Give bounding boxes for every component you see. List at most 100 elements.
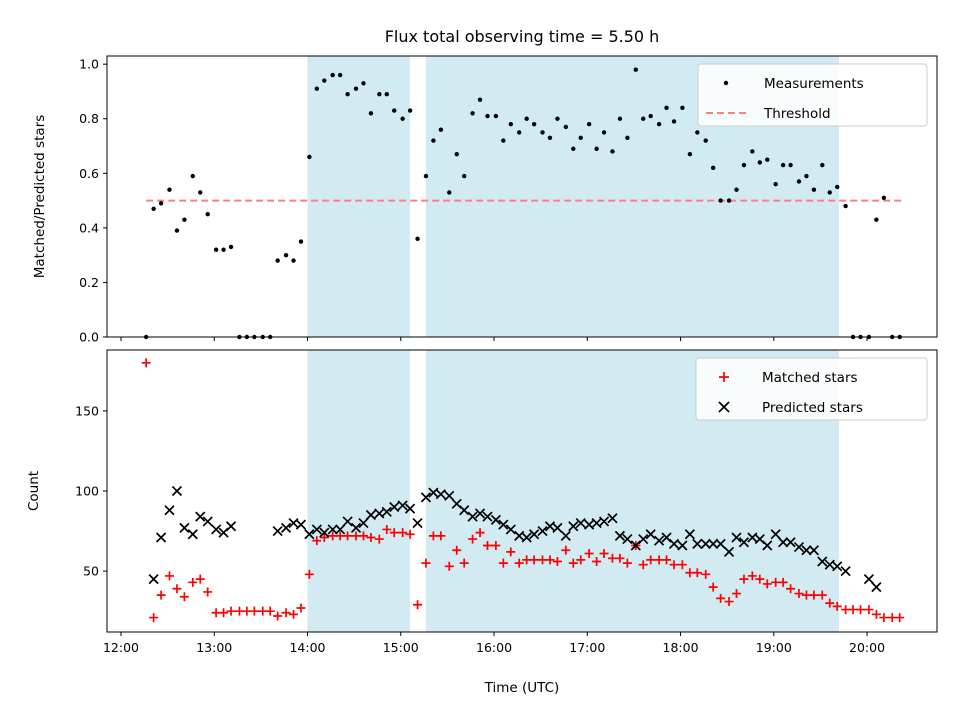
bottom-series-0-point-3 [164, 571, 174, 581]
top-y-tick-label-0: 0.0 [79, 330, 99, 345]
bottom-series-0-point-2 [156, 590, 166, 600]
top-series-0-point-56 [578, 135, 583, 141]
bottom-series-0-point-7 [195, 574, 205, 584]
top-series-0 [143, 67, 902, 340]
top-series-0-point-78 [750, 149, 755, 154]
bottom-series-0-point-68 [669, 560, 679, 570]
bottom-series-1-point-39 [490, 514, 501, 525]
top-series-0-point-17 [275, 258, 280, 263]
top-series-0-point-33 [400, 116, 405, 121]
bottom-series-0-point-74 [716, 593, 726, 603]
bottom-series-1-point-59 [645, 529, 656, 540]
bottom-series-1-point-38 [482, 511, 493, 522]
bottom-series-0-point-67 [662, 555, 672, 565]
bottom-legend: Matched stars Predicted stars [695, 357, 928, 421]
bottom-series-0-point-19 [289, 609, 299, 619]
bottom-series-0-point-80 [762, 579, 772, 589]
top-series-0-point-10 [221, 247, 226, 252]
bottom-series-0-point-29 [366, 532, 376, 542]
bottom-observing-interval-0 [307, 350, 411, 632]
bottom-series-0-point-57 [584, 548, 594, 558]
top-series-0-point-88 [827, 190, 832, 195]
bottom-series-1-point-16 [311, 524, 322, 535]
bottom-series-1-point-75 [770, 529, 781, 540]
top-series-0-point-52 [547, 135, 553, 141]
bottom-series-0-point-58 [592, 557, 602, 566]
bottom-series-1-point-7 [202, 516, 213, 527]
top-series-0-point-4 [174, 228, 180, 233]
top-series-0-point-49 [524, 116, 529, 121]
bottom-series-0-point-94 [871, 609, 881, 619]
bottom-series-1-point-63 [677, 540, 688, 551]
bottom-series-1-point-44 [529, 529, 540, 540]
top-series-0-point-50 [531, 122, 537, 127]
bottom-series-1-point-48 [560, 530, 571, 541]
top-series-0-point-62 [625, 135, 630, 141]
top-series-0-point-27 [353, 86, 359, 91]
x-tick-label-3: 15:00 [383, 640, 419, 655]
bottom-series-0-point-26 [343, 531, 353, 541]
bottom-series-1-point-29 [412, 517, 423, 529]
bottom-series-0-point-50 [529, 555, 539, 565]
x-tick-label-4: 16:00 [476, 640, 512, 655]
bottom-y-tick-label-1: 100 [75, 484, 99, 499]
bottom-series-1-point-77 [785, 537, 796, 548]
top-series-0-point-30 [377, 91, 382, 97]
bottom-series-1-point-0 [148, 574, 159, 585]
bottom-series-0-point-28 [358, 531, 368, 541]
bottom-series-1-point-33 [444, 490, 455, 501]
top-series-0-point-36 [423, 173, 429, 179]
x-tick-label-2: 14:00 [289, 640, 325, 655]
top-legend: Measurements Threshold [697, 63, 928, 127]
bottom-series-1-point-65 [692, 538, 703, 549]
top-series-0-point-2 [158, 201, 164, 206]
top-series-0-point-53 [555, 116, 560, 121]
top-series-0-point-20 [298, 239, 304, 244]
top-series-0-point-74 [718, 198, 723, 203]
top-series-0-point-7 [198, 190, 203, 195]
bottom-legend-box [695, 357, 928, 421]
bottom-series-0-point-78 [747, 571, 757, 581]
top-y-tick-label-4: 0.8 [79, 111, 99, 126]
bottom-series-0-point-53 [552, 557, 562, 566]
bottom-series-1-point-31 [428, 487, 439, 498]
x-tick-label-1: 13:00 [196, 640, 232, 655]
top-series-0-point-63 [633, 67, 638, 72]
top-series-0-point-34 [407, 108, 413, 113]
top-series-0-point-77 [741, 162, 747, 168]
top-series-0-point-67 [664, 105, 669, 111]
bottom-series-0-point-1 [149, 613, 159, 623]
top-series-0-point-31 [384, 91, 389, 97]
top-series-0-point-94 [874, 217, 879, 222]
bottom-y-axis-title: Count [26, 471, 42, 511]
legend-matched-swatch [719, 372, 729, 382]
top-series-0-point-51 [540, 130, 545, 135]
legend-measurements-swatch [723, 80, 729, 86]
bottom-series-0-point-95 [879, 613, 889, 623]
x-axis-title: Time (UTC) [484, 680, 560, 696]
bottom-series-1-point-69 [723, 546, 735, 557]
bottom-series-1-point-46 [544, 521, 556, 532]
bottom-series-1-point-10 [225, 521, 237, 532]
bottom-series-0-point-17 [273, 611, 283, 621]
top-series-0-point-48 [517, 130, 522, 135]
top-series-0-point-44 [485, 113, 490, 119]
top-series-0-point-60 [610, 149, 615, 154]
top-series-0-point-35 [415, 236, 420, 241]
bottom-series-1-point-8 [211, 524, 222, 535]
bottom-series-0-point-11 [226, 606, 236, 616]
bottom-series-0-point-43 [475, 528, 485, 538]
bottom-series-1-point-40 [498, 519, 509, 530]
top-legend-label-1: Threshold [763, 106, 831, 122]
bottom-series-1-point-14 [295, 519, 307, 530]
bottom-series-0-point-34 [405, 529, 415, 539]
bottom-series-0-point-97 [895, 613, 905, 623]
bottom-series-0-point-22 [312, 536, 322, 546]
bottom-series-1-point-37 [474, 508, 486, 519]
bottom-series-0-point-48 [514, 558, 524, 568]
top-series-0-point-65 [648, 113, 653, 119]
bottom-series-1-point-18 [327, 524, 338, 535]
bottom-series-1-point-30 [420, 492, 432, 503]
top-series-0-point-41 [461, 173, 467, 179]
bottom-series-1-point-5 [187, 529, 198, 540]
